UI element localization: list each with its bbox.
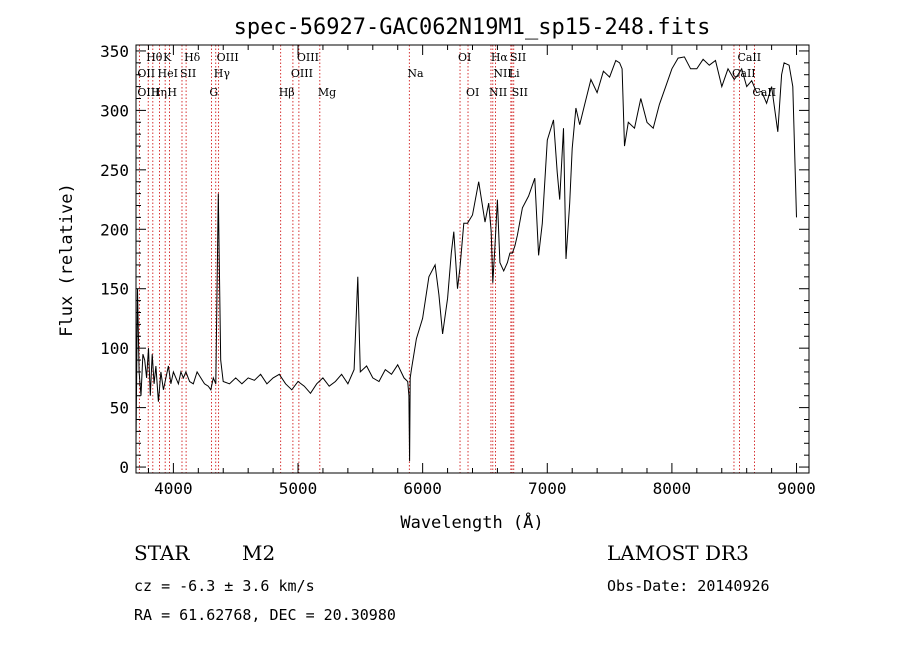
line-label-20: H: [167, 86, 177, 99]
line-label-14: Na: [407, 67, 424, 80]
line-label-21: G: [209, 86, 218, 99]
emission-line-markers: [138, 45, 755, 473]
y-tick-label-6: 300: [100, 101, 129, 120]
line-label-10: HeI: [158, 67, 178, 80]
coordinates: RA = 61.62768, DEC = 20.30980: [134, 606, 396, 624]
line-label-0: Hθ: [146, 51, 163, 64]
x-axis-ticks: 4000 5000 6000 7000 8000 9000: [147, 45, 816, 498]
line-label-26: SII: [512, 86, 528, 99]
line-label-2: Hδ: [184, 51, 201, 64]
x-axis-label: Wavelength (Å): [400, 511, 543, 533]
line-label-22: Hβ: [279, 86, 295, 99]
object-subclass: M2: [242, 541, 275, 565]
y-tick-label-0: 0: [119, 458, 129, 477]
line-label-13: OIII: [291, 67, 313, 80]
line-label-9: OII: [137, 67, 155, 80]
observation-date: Obs-Date: 20140926: [607, 577, 770, 595]
redshift-cz: cz = -6.3 ± 3.6 km/s: [134, 577, 315, 595]
line-label-8: CaII: [737, 51, 761, 64]
line-label-24: OI: [466, 86, 479, 99]
line-label-7: SII: [510, 51, 526, 64]
y-tick-label-1: 50: [110, 399, 129, 418]
line-label-16: Li: [509, 67, 520, 80]
chart-title: spec-56927-GAC062N19M1_sp15-248.fits: [234, 15, 711, 40]
line-label-25: NII: [489, 86, 507, 99]
y-tick-label-5: 250: [100, 161, 129, 180]
spectrum-line: [135, 56, 797, 462]
x-tick-label-4: 8000: [653, 479, 692, 498]
y-axis-label: Flux (relative): [57, 183, 77, 337]
survey-name: LAMOST DR3: [607, 541, 749, 565]
line-label-4: OIII: [297, 51, 319, 64]
line-label-3: OIII: [217, 51, 239, 64]
plot-frame: [135, 44, 810, 474]
y-tick-label-7: 350: [100, 42, 129, 61]
x-tick-label-0: 4000: [154, 479, 193, 498]
y-tick-label-4: 200: [100, 220, 129, 239]
line-label-5: OI: [458, 51, 471, 64]
line-label-23: Mg: [318, 86, 336, 99]
object-class: STAR: [134, 541, 190, 565]
x-tick-label-5: 9000: [777, 479, 816, 498]
y-tick-label-2: 100: [100, 339, 129, 358]
x-tick-label-2: 6000: [403, 479, 442, 498]
x-tick-label-1: 5000: [279, 479, 318, 498]
line-label-17: CaII: [732, 67, 756, 80]
line-label-12: Hγ: [214, 67, 231, 80]
line-label-1: K: [163, 51, 172, 64]
y-axis-ticks: 0 50 100 150 200 250 300 350: [100, 42, 809, 477]
line-label-11: SII: [180, 67, 196, 80]
line-label-27: CaII: [752, 86, 776, 99]
y-tick-label-3: 150: [100, 280, 129, 299]
line-label-19: Hη: [151, 86, 167, 99]
x-tick-label-3: 7000: [528, 479, 567, 498]
line-label-15: NII: [493, 67, 511, 80]
line-label-18: OIII: [137, 86, 159, 99]
line-label-6: Hα: [491, 51, 509, 64]
